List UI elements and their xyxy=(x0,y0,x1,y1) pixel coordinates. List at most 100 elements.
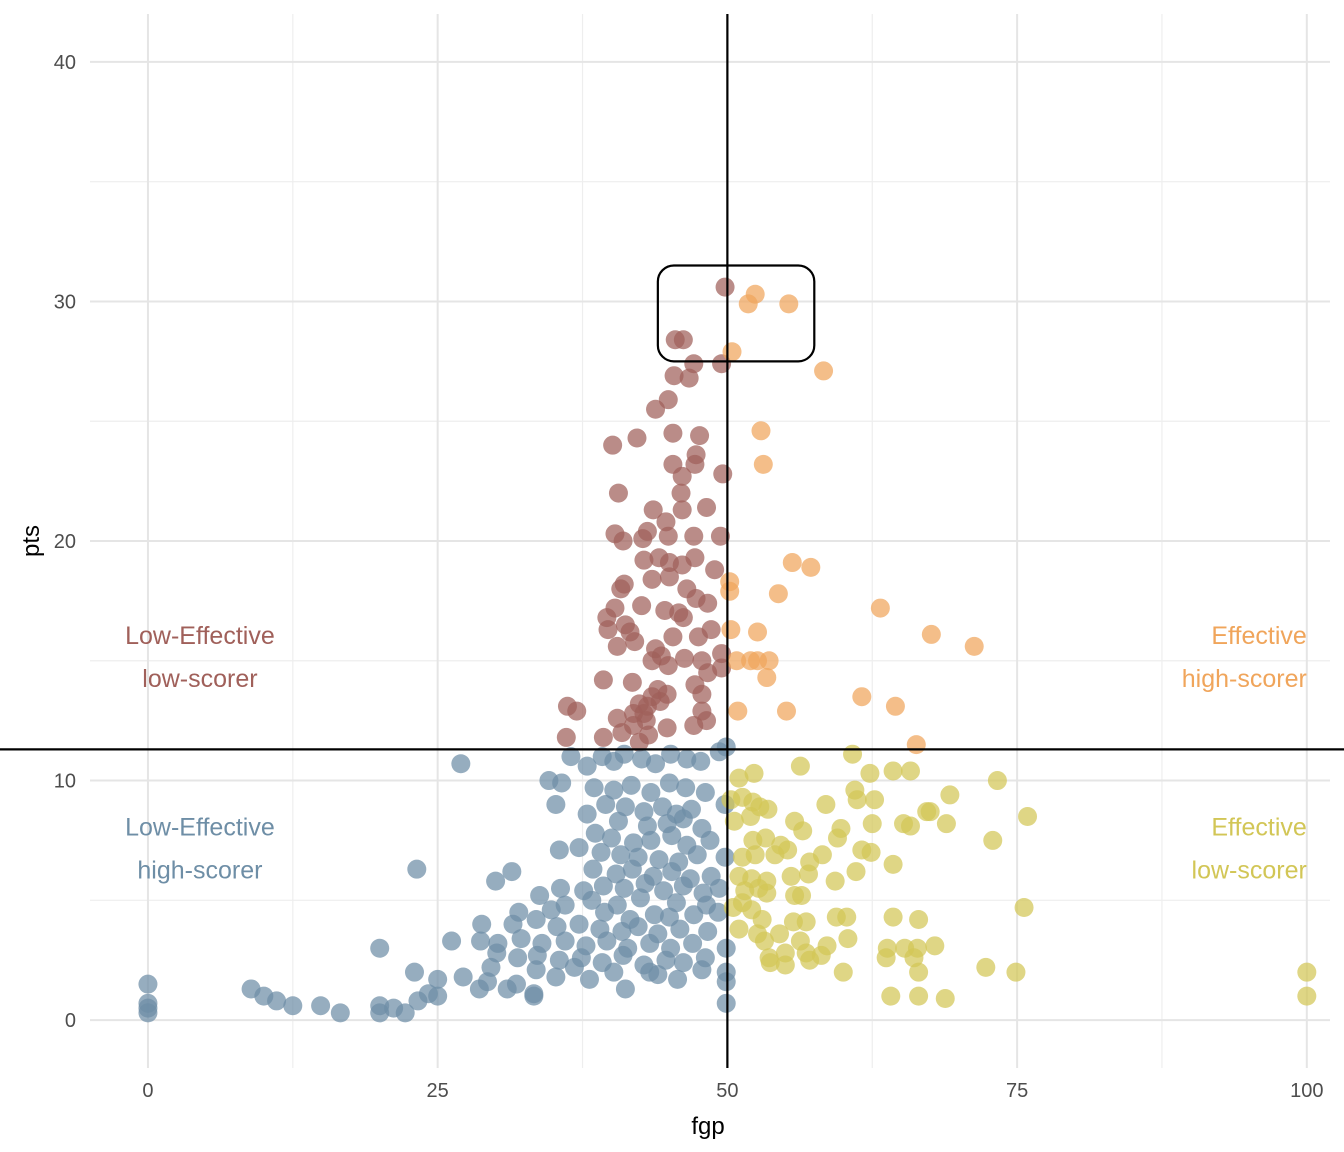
data-point xyxy=(657,718,677,738)
data-point xyxy=(526,909,546,929)
data-point xyxy=(765,845,785,865)
data-point xyxy=(621,775,641,795)
data-point xyxy=(779,294,799,314)
data-point xyxy=(722,342,742,362)
data-point xyxy=(283,996,303,1016)
data-point xyxy=(692,960,712,980)
data-point xyxy=(642,569,662,589)
data-point xyxy=(661,744,681,764)
data-point xyxy=(935,989,955,1009)
data-point xyxy=(644,905,664,925)
data-point xyxy=(552,773,572,793)
data-point xyxy=(672,466,692,486)
data-point xyxy=(790,756,810,776)
data-point xyxy=(643,500,663,520)
data-point xyxy=(701,620,721,640)
data-point xyxy=(635,874,655,894)
quadrant-labels: Low-Effective low-scorer Effective high-sco… xyxy=(125,622,1307,885)
data-point xyxy=(471,931,491,951)
data-point xyxy=(624,833,644,853)
data-point xyxy=(546,795,566,814)
y-tick-label: 30 xyxy=(54,291,76,313)
data-point xyxy=(816,795,836,814)
data-point xyxy=(659,567,679,587)
data-point xyxy=(648,965,668,985)
data-point xyxy=(687,845,707,865)
data-point xyxy=(611,845,631,865)
data-point xyxy=(964,636,984,656)
data-point xyxy=(695,783,715,803)
data-point xyxy=(700,830,720,850)
data-point xyxy=(672,500,692,520)
data-point xyxy=(634,802,654,822)
data-point xyxy=(770,924,790,944)
data-point xyxy=(604,962,624,982)
data-point xyxy=(658,656,678,676)
data-point xyxy=(865,790,885,810)
data-point xyxy=(759,651,779,671)
data-point xyxy=(642,651,662,671)
data-point xyxy=(502,862,522,882)
x-tick-label: 100 xyxy=(1290,1080,1323,1102)
data-point xyxy=(827,828,847,848)
data-point xyxy=(721,620,741,640)
data-point xyxy=(745,845,765,865)
data-point xyxy=(705,560,725,580)
data-point xyxy=(1018,806,1038,826)
data-point xyxy=(577,756,597,776)
x-axis-title: fgp xyxy=(691,1113,724,1140)
data-point xyxy=(847,790,867,810)
data-point xyxy=(579,969,599,989)
data-point xyxy=(940,785,960,805)
data-point xyxy=(663,423,683,443)
data-point xyxy=(838,929,858,949)
data-point xyxy=(650,691,670,711)
quadrant-label-line: high-scorer xyxy=(1182,665,1307,693)
data-point xyxy=(668,969,688,989)
data-point xyxy=(782,553,802,573)
data-point xyxy=(752,909,772,929)
data-point xyxy=(487,943,507,963)
data-point xyxy=(715,847,735,867)
data-point xyxy=(683,933,703,953)
data-point xyxy=(481,957,501,977)
data-point xyxy=(428,969,448,989)
quadrant-label: Low-Effective high-scorer xyxy=(125,814,275,885)
data-point xyxy=(837,907,857,927)
x-tick-label: 25 xyxy=(427,1080,449,1102)
data-point xyxy=(637,816,657,836)
quadrant-label-line: Effective xyxy=(1211,622,1306,650)
data-point xyxy=(671,483,691,503)
data-point xyxy=(793,821,813,841)
data-point xyxy=(720,581,740,601)
data-point xyxy=(577,804,597,824)
data-point xyxy=(675,648,695,668)
data-point xyxy=(801,557,821,577)
data-point xyxy=(658,526,678,546)
data-point xyxy=(799,864,819,884)
data-point xyxy=(527,945,547,965)
data-point xyxy=(569,914,589,934)
data-point xyxy=(646,754,666,774)
data-point xyxy=(556,727,576,747)
data-point xyxy=(469,979,489,999)
data-point xyxy=(792,886,812,906)
data-point xyxy=(692,684,712,704)
data-point xyxy=(591,842,611,862)
data-point xyxy=(900,761,920,781)
quadrant-label-line: Low-Effective xyxy=(125,814,275,842)
data-point xyxy=(861,842,881,862)
data-point xyxy=(138,974,158,994)
data-point xyxy=(776,701,796,721)
data-point xyxy=(800,950,820,970)
data-point xyxy=(549,840,569,860)
data-point xyxy=(608,811,628,831)
data-point xyxy=(909,962,929,982)
data-point xyxy=(860,763,880,783)
data-point xyxy=(670,919,690,939)
data-point xyxy=(636,711,656,731)
quadrant-label-line: high-scorer xyxy=(137,857,262,885)
data-point xyxy=(920,802,940,822)
data-point xyxy=(442,931,462,951)
